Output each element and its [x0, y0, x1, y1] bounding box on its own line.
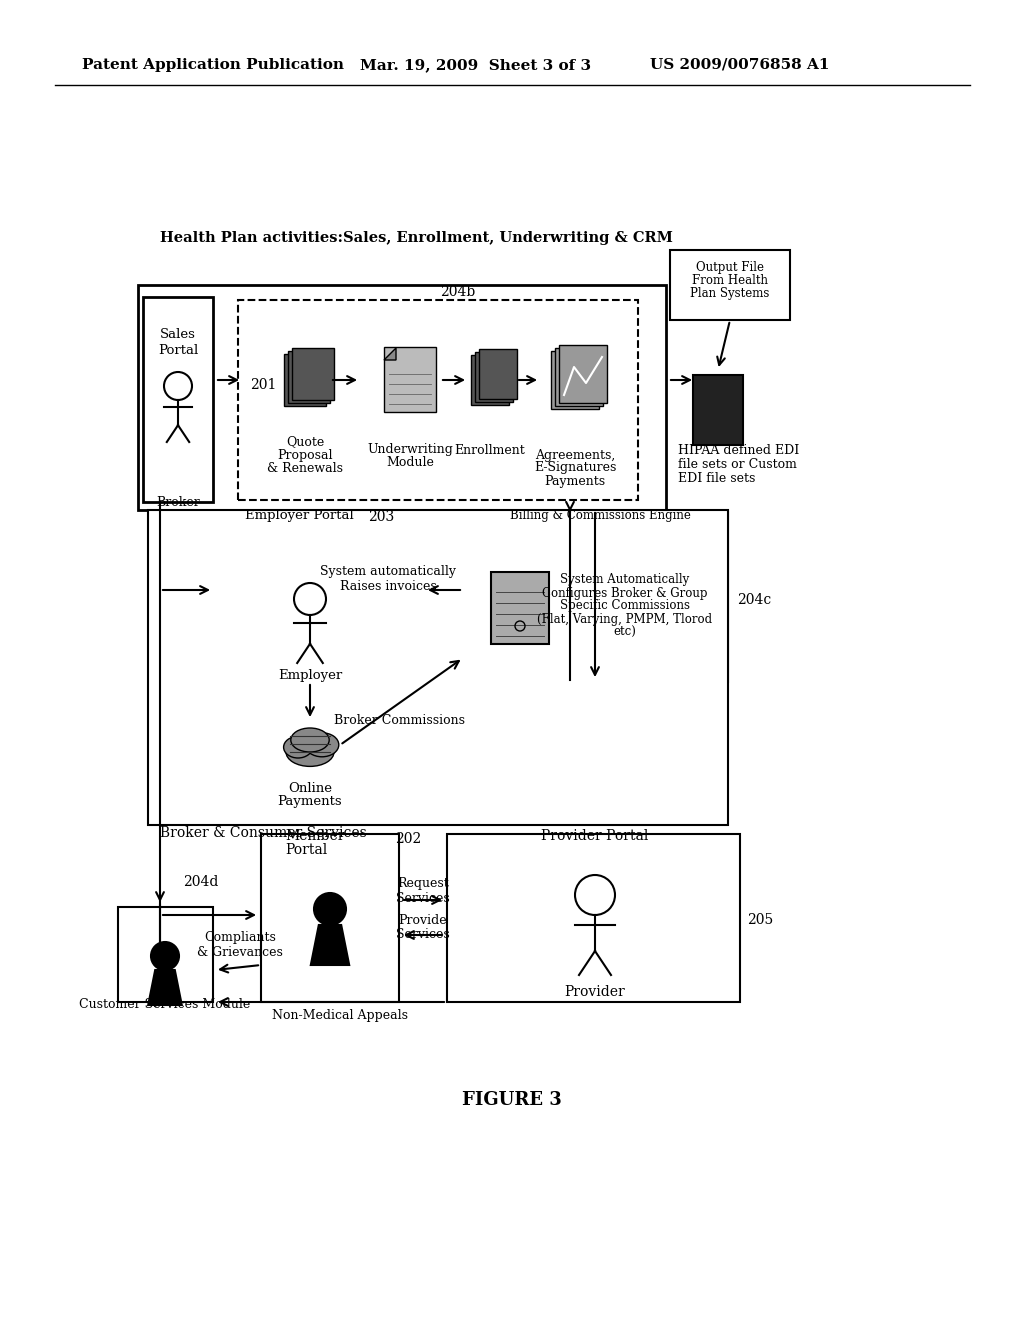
Ellipse shape	[291, 729, 329, 752]
Ellipse shape	[305, 733, 339, 756]
Bar	[215, 512, 420, 682]
Bar	[465, 512, 728, 682]
Bar	[555, 348, 603, 407]
Bar	[261, 834, 399, 1002]
Text: Agreements,: Agreements,	[535, 449, 615, 462]
Text: Non-Medical Appeals: Non-Medical Appeals	[272, 1008, 408, 1022]
Text: Broker & Consumer Services: Broker & Consumer Services	[160, 826, 367, 840]
Text: EDI file sets: EDI file sets	[678, 471, 756, 484]
Bar	[238, 300, 638, 500]
Text: 204c: 204c	[737, 593, 771, 607]
Text: Services: Services	[396, 928, 450, 940]
Polygon shape	[311, 925, 349, 965]
Text: Sales: Sales	[160, 329, 196, 342]
Bar	[143, 297, 213, 502]
Text: Output File: Output File	[696, 261, 764, 275]
Text: Enrollment: Enrollment	[455, 444, 525, 457]
Bar	[292, 348, 334, 400]
Polygon shape	[384, 348, 396, 360]
Text: Plan Systems: Plan Systems	[690, 288, 770, 301]
Text: 205: 205	[746, 913, 773, 927]
Bar	[670, 249, 790, 319]
Text: Online: Online	[288, 781, 332, 795]
Text: Provider: Provider	[564, 985, 626, 999]
Bar	[475, 352, 513, 403]
Ellipse shape	[286, 738, 334, 767]
Text: 203: 203	[368, 510, 394, 524]
Text: Raises invoices: Raises invoices	[340, 579, 436, 593]
Text: 204d: 204d	[183, 875, 218, 888]
Text: 204b: 204b	[440, 285, 475, 300]
Text: Services: Services	[396, 891, 450, 904]
Text: Billing & Commissions Engine: Billing & Commissions Engine	[510, 508, 691, 521]
Text: HIPAA defined EDI: HIPAA defined EDI	[678, 444, 800, 457]
Text: etc): etc)	[613, 626, 637, 639]
Text: Configures Broker & Group: Configures Broker & Group	[543, 586, 708, 599]
Text: file sets or Custom: file sets or Custom	[678, 458, 797, 470]
Ellipse shape	[284, 737, 312, 758]
Text: Provide: Provide	[398, 913, 447, 927]
Text: Portal: Portal	[158, 343, 198, 356]
Text: Health Plan activities:Sales, Enrollment, Underwriting & CRM: Health Plan activities:Sales, Enrollment…	[160, 231, 673, 246]
Text: Underwriting: Underwriting	[367, 444, 453, 457]
Text: Patent Application Publication: Patent Application Publication	[82, 58, 344, 73]
Bar	[490, 572, 549, 644]
Text: Module: Module	[386, 457, 434, 470]
Bar	[138, 285, 666, 510]
Text: System Automatically: System Automatically	[560, 573, 689, 586]
Text: From Health: From Health	[692, 275, 768, 288]
Text: Request: Request	[397, 878, 449, 891]
Text: Portal: Portal	[285, 843, 328, 857]
Bar	[288, 351, 330, 403]
Text: E-Signatures: E-Signatures	[534, 462, 616, 474]
Text: & Grievances: & Grievances	[197, 945, 283, 958]
Text: 201: 201	[250, 378, 276, 392]
Text: Member: Member	[285, 829, 344, 843]
Polygon shape	[148, 970, 182, 1005]
Text: Employer: Employer	[278, 668, 342, 681]
Text: Quote: Quote	[286, 436, 325, 449]
Bar	[148, 510, 728, 825]
Bar	[447, 834, 740, 1002]
Bar	[384, 347, 436, 412]
Bar	[551, 351, 599, 409]
Circle shape	[151, 942, 179, 970]
Text: (Flat, Varying, PMPM, Tlorod: (Flat, Varying, PMPM, Tlorod	[538, 612, 713, 626]
Text: Payments: Payments	[545, 474, 605, 487]
Text: Provider Portal: Provider Portal	[542, 829, 648, 843]
Bar	[284, 354, 326, 407]
Text: System automatically: System automatically	[319, 565, 456, 578]
Text: Specific Commissions: Specific Commissions	[560, 599, 690, 612]
Text: & Renewals: & Renewals	[267, 462, 343, 474]
Text: US 2009/0076858 A1: US 2009/0076858 A1	[650, 58, 829, 73]
Text: FIGURE 3: FIGURE 3	[462, 1092, 562, 1109]
Bar	[471, 355, 509, 405]
Text: Payments: Payments	[278, 796, 342, 808]
Text: Employer Portal: Employer Portal	[245, 508, 353, 521]
Text: Customer Services Module: Customer Services Module	[80, 998, 251, 1011]
Text: Compliants: Compliants	[204, 932, 275, 945]
Bar	[559, 345, 607, 403]
Text: Broker: Broker	[156, 495, 200, 508]
Text: Broker Commissions: Broker Commissions	[335, 714, 466, 726]
Bar	[693, 375, 743, 445]
Circle shape	[314, 894, 346, 925]
Text: 202: 202	[395, 832, 421, 846]
Text: Mar. 19, 2009  Sheet 3 of 3: Mar. 19, 2009 Sheet 3 of 3	[360, 58, 591, 73]
Text: Proposal: Proposal	[278, 449, 333, 462]
Bar	[118, 907, 213, 1002]
Bar	[479, 348, 517, 399]
